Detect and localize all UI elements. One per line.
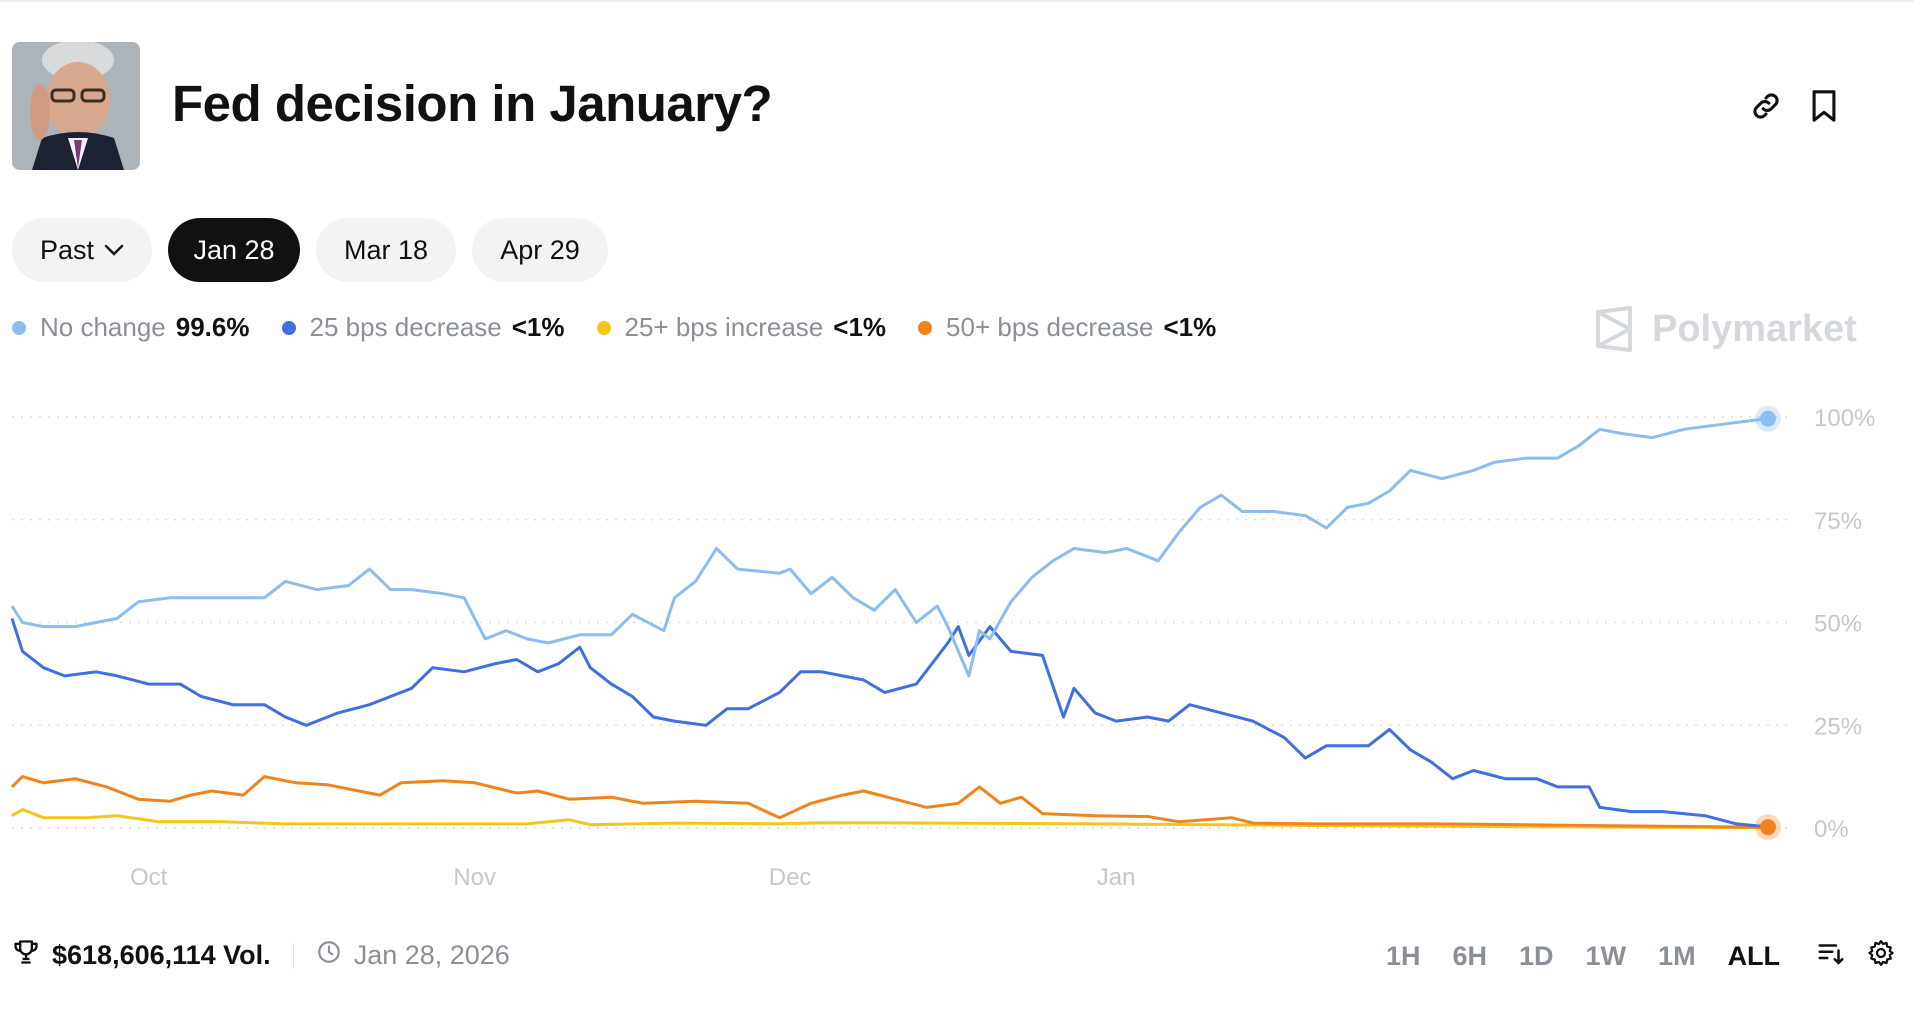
endpoint-marker [1760, 410, 1776, 427]
legend-name: No change [40, 312, 166, 342]
legend-value: <1% [833, 312, 887, 342]
range-1h[interactable]: 1H [1386, 941, 1421, 971]
legend-item-25-plus-bps-increase[interactable]: 25+ bps increase <1% [596, 312, 887, 343]
series-line-25-bps-decrease[interactable] [10, 617, 1769, 829]
link-icon[interactable] [1746, 86, 1786, 126]
tab-jan-28[interactable]: Jan 28 [168, 218, 300, 282]
legend-item-no-change[interactable]: No change 99.6% [12, 312, 250, 343]
range-1m[interactable]: 1M [1658, 941, 1696, 971]
series-line-no-change[interactable] [10, 417, 1769, 678]
end-date-text: Jan 28, 2026 [353, 940, 510, 970]
y-axis-labels: 100% 75% 50% 25% 0% [1814, 405, 1875, 843]
trophy-icon [12, 938, 40, 973]
chart-legend: No change 99.6% 25 bps decrease <1% 25+ … [12, 312, 1248, 343]
legend-value: <1% [1163, 312, 1217, 342]
x-tick-label: Oct [130, 864, 168, 891]
x-axis-labels: Oct Nov Dec Jan [130, 864, 1135, 891]
y-tick-label: 75% [1814, 508, 1862, 535]
legend-dot [596, 320, 611, 335]
market-footer: $618,606,114 Vol. Jan 28, 2026 [12, 938, 510, 973]
date-tabs: Past Jan 28 Mar 18 Apr 29 [12, 218, 608, 282]
tab-mar-18[interactable]: Mar 18 [316, 218, 456, 282]
chart-series [10, 417, 1769, 830]
range-6h[interactable]: 6H [1452, 941, 1488, 971]
footer-separator [292, 942, 294, 969]
legend-value: <1% [511, 312, 565, 342]
tab-apr-29-label: Apr 29 [500, 234, 580, 265]
legend-dot [918, 320, 933, 335]
endpoint-marker [1760, 819, 1776, 836]
tab-past[interactable]: Past [12, 218, 152, 282]
range-1w[interactable]: 1W [1585, 941, 1627, 971]
y-tick-label: 0% [1814, 816, 1849, 843]
legend-dot [12, 320, 26, 335]
time-range-selector: 1H 6H 1D 1W 1M ALL [1386, 938, 1896, 975]
bookmark-icon[interactable] [1804, 86, 1844, 126]
gear-icon[interactable] [1866, 938, 1896, 975]
legend-value: 99.6% [175, 312, 250, 342]
polymarket-logo: Polymarket [1594, 306, 1857, 352]
y-tick-label: 100% [1814, 405, 1875, 432]
tab-mar-18-label: Mar 18 [343, 234, 429, 265]
chart-endpoints [1755, 405, 1781, 841]
brand-name: Polymarket [1652, 307, 1857, 350]
polymarket-logo-icon [1596, 306, 1632, 352]
top-divider [0, 0, 1914, 2]
x-tick-label: Nov [453, 864, 496, 891]
probability-line-chart: 100% 75% 50% 25% 0% Oct Nov Dec Jan [10, 405, 1875, 891]
person-photo-icon [12, 42, 140, 170]
range-all[interactable]: ALL [1727, 941, 1781, 971]
series-line-25-bps-increase[interactable] [11, 808, 1769, 830]
clock-icon [316, 939, 342, 972]
tab-past-label: Past [39, 234, 95, 265]
x-tick-label: Jan [1097, 864, 1136, 891]
tab-apr-29[interactable]: Apr 29 [472, 218, 608, 282]
legend-name: 25 bps decrease [309, 312, 502, 342]
legend-item-50-plus-bps-decrease[interactable]: 50+ bps decrease <1% [918, 312, 1216, 343]
market-title: Fed decision in January? [172, 75, 773, 132]
chevron-down-icon [104, 244, 124, 256]
range-1d[interactable]: 1D [1519, 941, 1554, 971]
sort-lines-icon[interactable] [1816, 938, 1846, 975]
legend-name: 25+ bps increase [624, 312, 824, 342]
market-avatar [12, 42, 140, 170]
volume-text: $618,606,114 Vol. [52, 940, 271, 970]
y-tick-label: 25% [1814, 713, 1862, 740]
chart-grid [12, 416, 1790, 829]
tab-jan-28-label: Jan 28 [193, 234, 275, 265]
x-tick-label: Dec [769, 864, 812, 891]
legend-dot [281, 320, 296, 335]
legend-name: 50+ bps decrease [946, 312, 1154, 342]
legend-item-25-bps-decrease[interactable]: 25 bps decrease <1% [281, 312, 565, 343]
y-tick-label: 50% [1814, 611, 1862, 638]
series-line-50-bps-decrease[interactable] [10, 775, 1769, 829]
